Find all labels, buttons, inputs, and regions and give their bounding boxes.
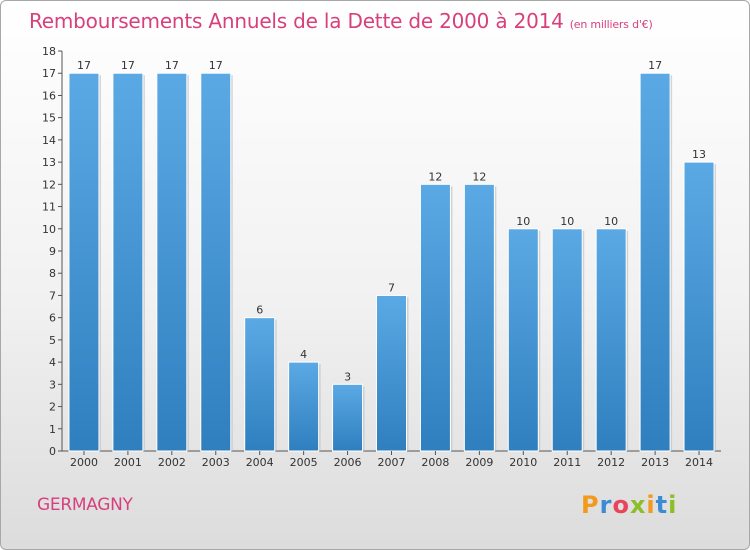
commune-name: GERMAGNY xyxy=(37,495,133,515)
value-label-2012: 10 xyxy=(604,215,618,228)
y-tick-label: 3 xyxy=(49,378,56,391)
category-label-2010: 2010 xyxy=(509,456,537,469)
y-tick-label: 8 xyxy=(49,267,56,280)
y-tick-label: 9 xyxy=(49,245,56,258)
value-label-2006: 3 xyxy=(344,370,351,383)
value-label-2013: 17 xyxy=(648,59,662,72)
proxiti-logo: Proxiti xyxy=(581,491,677,519)
bar-2007 xyxy=(376,294,407,452)
category-label-2011: 2011 xyxy=(553,456,581,469)
category-label-2014: 2014 xyxy=(685,456,713,469)
y-tick-label: 2 xyxy=(49,401,56,414)
y-tick-label: 0 xyxy=(49,445,56,458)
category-label-2003: 2003 xyxy=(202,456,230,469)
y-tick-label: 16 xyxy=(42,89,56,102)
brand-letter: t xyxy=(655,491,669,519)
y-tick-label: 18 xyxy=(42,45,56,58)
y-tick-label: 15 xyxy=(42,112,56,125)
y-tick-label: 11 xyxy=(42,201,56,214)
title-text: Remboursements Annuels de la Dette de 20… xyxy=(29,9,564,33)
y-tick-label: 17 xyxy=(42,67,56,80)
y-tick-label: 14 xyxy=(42,134,56,147)
y-tick-label: 7 xyxy=(49,289,56,302)
value-label-2005: 4 xyxy=(300,348,307,361)
bar-2012 xyxy=(595,228,627,452)
value-label-2000: 17 xyxy=(77,59,91,72)
brand-letter: P xyxy=(581,491,600,519)
value-label-2008: 12 xyxy=(428,170,442,183)
value-label-2002: 17 xyxy=(165,59,179,72)
chart-title: Remboursements Annuels de la Dette de 20… xyxy=(29,9,653,33)
bar-2006 xyxy=(332,383,364,452)
y-tick-label: 6 xyxy=(49,312,56,325)
bar-2002 xyxy=(156,72,188,452)
value-label-2003: 17 xyxy=(209,59,223,72)
bar-2000 xyxy=(68,72,100,452)
bar-2004 xyxy=(244,317,276,452)
brand-letter: i xyxy=(646,491,656,519)
category-label-2007: 2007 xyxy=(378,456,406,469)
brand-letter: x xyxy=(629,491,647,519)
y-tick-label: 10 xyxy=(42,223,56,236)
category-label-2002: 2002 xyxy=(158,456,186,469)
bar-2005 xyxy=(288,361,320,452)
y-tick-label: 5 xyxy=(49,334,56,347)
category-label-2006: 2006 xyxy=(334,456,362,469)
value-label-2011: 10 xyxy=(560,215,574,228)
category-label-2004: 2004 xyxy=(246,456,274,469)
brand-letter: o xyxy=(612,491,630,519)
bar-2010 xyxy=(507,228,539,452)
bar-2011 xyxy=(551,228,583,452)
category-label-2000: 2000 xyxy=(70,456,98,469)
category-label-2012: 2012 xyxy=(597,456,625,469)
y-tick-label: 4 xyxy=(49,356,56,369)
y-tick-label: 12 xyxy=(42,178,56,191)
bar-2013 xyxy=(639,72,671,452)
bar-2014 xyxy=(683,161,715,452)
value-label-2014: 13 xyxy=(692,148,706,161)
category-label-2008: 2008 xyxy=(421,456,449,469)
category-label-2009: 2009 xyxy=(465,456,493,469)
bar-2008 xyxy=(419,183,451,452)
brand-letter: r xyxy=(599,491,613,519)
category-label-2005: 2005 xyxy=(290,456,318,469)
value-label-2004: 6 xyxy=(256,304,263,317)
brand-letter: i xyxy=(668,491,678,519)
y-tick-label: 1 xyxy=(49,423,56,436)
value-label-2009: 12 xyxy=(472,170,486,183)
category-label-2001: 2001 xyxy=(114,456,142,469)
chart-subtitle: (en milliers d'€) xyxy=(569,18,653,31)
category-label-2013: 2013 xyxy=(641,456,669,469)
bar-2009 xyxy=(463,183,495,452)
bar-2003 xyxy=(200,72,232,452)
bar-2001 xyxy=(112,72,144,452)
value-label-2010: 10 xyxy=(516,215,530,228)
y-tick-label: 13 xyxy=(42,156,56,169)
value-label-2001: 17 xyxy=(121,59,135,72)
value-label-2007: 7 xyxy=(388,281,395,294)
